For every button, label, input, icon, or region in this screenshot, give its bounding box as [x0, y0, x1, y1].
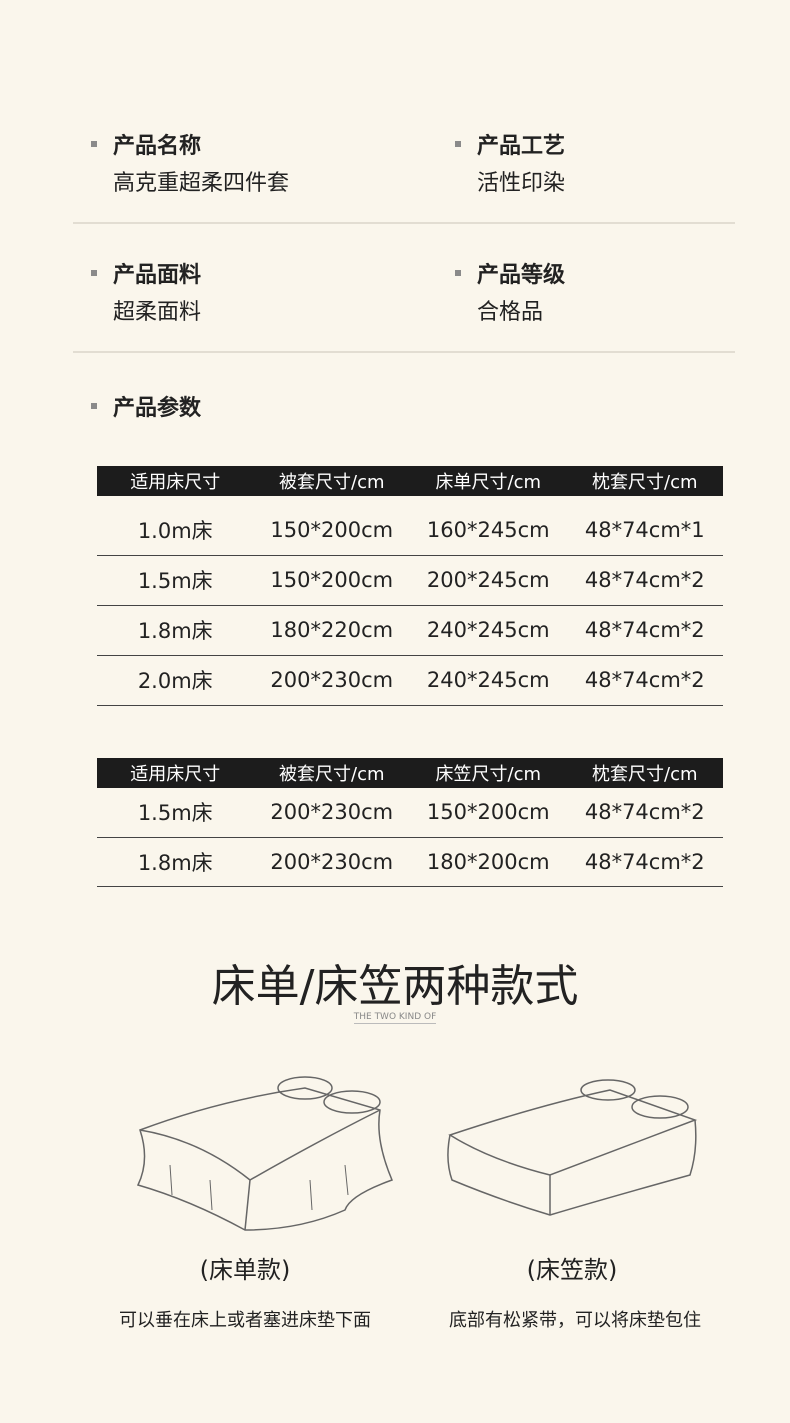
cell: 150*200cm	[410, 788, 567, 838]
cell: 200*230cm	[253, 655, 410, 706]
field-value: 高克重超柔四件套	[113, 171, 290, 196]
divider	[73, 351, 735, 353]
bullet-icon	[455, 141, 461, 147]
table-header: 床单尺寸/cm	[410, 466, 567, 496]
cell: 48*74cm*2	[566, 788, 723, 838]
cell: 150*200cm	[253, 505, 410, 556]
bullet-icon	[91, 403, 97, 409]
cell: 48*74cm*2	[566, 605, 723, 656]
table-header: 适用床尺寸	[97, 466, 254, 496]
field-value: 超柔面料	[113, 300, 202, 325]
fitted-sheet-label: (床笠款)	[526, 1256, 618, 1284]
cell: 160*245cm	[410, 505, 567, 556]
table-header: 适用床尺寸	[97, 758, 254, 788]
table-row: 1.8m床 180*220cm 240*245cm 48*74cm*2	[97, 605, 723, 656]
flat-sheet-bed-illustration	[136, 1076, 394, 1231]
table-header: 被套尺寸/cm	[253, 758, 410, 788]
cell: 2.0m床	[97, 655, 254, 706]
field-value: 活性印染	[477, 171, 566, 196]
bullet-icon	[91, 270, 97, 276]
field-value: 合格品	[477, 300, 544, 325]
bullet-icon	[91, 141, 97, 147]
table-row: 1.5m床 150*200cm 200*245cm 48*74cm*2	[97, 555, 723, 606]
styles-title: 床单/床笠两种款式	[211, 961, 579, 1012]
cell: 180*220cm	[253, 605, 410, 656]
fitted-sheet-desc: 底部有松紧带，可以将床垫包住	[449, 1310, 701, 1331]
params-title: 产品参数	[113, 396, 202, 421]
table-row: 1.0m床 150*200cm 160*245cm 48*74cm*1	[97, 505, 723, 556]
cell: 48*74cm*1	[566, 505, 723, 556]
cell: 1.5m床	[97, 555, 254, 606]
cell: 200*245cm	[410, 555, 567, 606]
cell: 1.8m床	[97, 605, 254, 656]
table-header: 枕套尺寸/cm	[566, 758, 723, 788]
flat-sheet-label: (床单款)	[199, 1256, 291, 1284]
field-title: 产品工艺	[477, 134, 566, 159]
table-header: 被套尺寸/cm	[253, 466, 410, 496]
cell: 240*245cm	[410, 605, 567, 656]
field-title: 产品名称	[113, 134, 202, 159]
subtitle-text: THE TWO KIND OF	[353, 1012, 437, 1024]
cell: 200*230cm	[253, 788, 410, 838]
cell: 48*74cm*2	[566, 555, 723, 606]
table-header: 枕套尺寸/cm	[566, 466, 723, 496]
cell: 1.5m床	[97, 788, 254, 838]
divider	[73, 222, 735, 224]
cell: 48*74cm*2	[566, 655, 723, 706]
cell: 1.0m床	[97, 505, 254, 556]
cell: 200*230cm	[253, 837, 410, 887]
table-row: 1.5m床 200*230cm 150*200cm 48*74cm*2	[97, 788, 723, 838]
table-row: 1.8m床 200*230cm 180*200cm 48*74cm*2	[97, 837, 723, 887]
size-table-fitted: 适用床尺寸 被套尺寸/cm 床笠尺寸/cm 枕套尺寸/cm 1.5m床 200*2…	[97, 758, 723, 887]
field-title: 产品等级	[477, 263, 566, 288]
cell: 180*200cm	[410, 837, 567, 887]
bullet-icon	[455, 270, 461, 276]
cell: 150*200cm	[253, 555, 410, 606]
size-table-sheet: 适用床尺寸 被套尺寸/cm 床单尺寸/cm 枕套尺寸/cm 1.0m床 150*2…	[97, 466, 723, 706]
fitted-sheet-bed-illustration	[447, 1079, 698, 1216]
cell: 240*245cm	[410, 655, 567, 706]
field-title: 产品面料	[113, 263, 202, 288]
table-row: 2.0m床 200*230cm 240*245cm 48*74cm*2	[97, 655, 723, 706]
flat-sheet-desc: 可以垂在床上或者塞进床垫下面	[119, 1310, 371, 1331]
styles-subtitle: THE TWO KIND OF	[0, 1012, 790, 1024]
table-header: 床笠尺寸/cm	[410, 758, 567, 788]
cell: 48*74cm*2	[566, 837, 723, 887]
cell: 1.8m床	[97, 837, 254, 887]
